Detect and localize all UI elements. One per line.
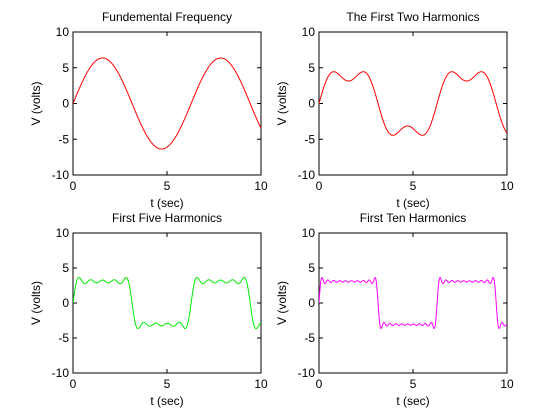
- subplot-grid: 0 5 10 -10 -5 0 5 10 Fundemental Frequency t (sec…: [29, 10, 514, 408]
- chart-4-xtick-label: 10: [500, 377, 514, 391]
- chart-2-xtick-label: 10: [500, 179, 514, 193]
- chart-1-ytick-label: -10: [52, 168, 70, 182]
- chart-2-ylabel: V (volts): [275, 81, 289, 125]
- chart-3-xlabel: t (sec): [150, 394, 183, 408]
- chart-3-xtick-label: 10: [254, 377, 268, 391]
- chart-3-title: First Five Harmonics: [112, 211, 222, 225]
- chart-3-ylabel: V (volts): [29, 281, 43, 325]
- chart-1-ytick-label: 5: [62, 61, 69, 75]
- chart-1-ytick-label: 10: [56, 25, 70, 39]
- chart-3-ytick-label: 10: [56, 226, 70, 240]
- chart-3-axes-box: [72, 232, 262, 374]
- chart-3-xtick-label: 0: [70, 377, 77, 391]
- chart-3-ytick-label: 0: [62, 296, 69, 310]
- chart-1-axes-box: [72, 31, 262, 176]
- chart-1-xtick-label: 10: [254, 179, 268, 193]
- chart-4-ytick-label: 5: [308, 261, 315, 275]
- chart-1-series-1-line: [73, 57, 261, 150]
- chart-2-xtick-label: 0: [316, 179, 323, 193]
- chart-2-xlabel: t (sec): [396, 196, 429, 210]
- chart-2-series-1-line: [319, 71, 507, 136]
- chart-4-ytick-label: 10: [302, 226, 316, 240]
- chart-2-axes-box: [318, 31, 508, 176]
- chart-4-ytick-label: 0: [308, 296, 315, 310]
- chart-1-xtick-label: 0: [70, 179, 77, 193]
- chart-1-xlabel: t (sec): [150, 196, 183, 210]
- chart-2-ytick-label: 10: [302, 25, 316, 39]
- chart-4-xtick-label: 5: [410, 377, 417, 391]
- chart-3-ytick-label: 5: [62, 261, 69, 275]
- chart-3-xtick-label: 5: [164, 377, 171, 391]
- chart-4-ytick-label: -5: [304, 331, 315, 345]
- chart-2-xtick-label: 5: [410, 179, 417, 193]
- chart-1: 0 5 10 -10 -5 0 5 10 Fundemental Frequency t (sec…: [29, 10, 268, 210]
- chart-2: 0 5 10 -10 -5 0 5 10 The First Two Harmonics t (s…: [275, 10, 514, 210]
- chart-1-xtick-label: 5: [164, 179, 171, 193]
- chart-3: 0 5 10 -10 -5 0 5 10 First Five Harmonics t (sec)…: [29, 211, 268, 408]
- chart-4-series-1-line: [319, 276, 507, 330]
- chart-3-ytick-label: -10: [52, 366, 70, 380]
- chart-1-ylabel: V (volts): [29, 81, 43, 125]
- chart-4-title: First Ten Harmonics: [360, 211, 466, 225]
- chart-4: 0 5 10 -10 -5 0 5 10 First Ten Harmonics t (sec) V…: [275, 211, 514, 408]
- chart-2-ytick-label: -10: [298, 168, 316, 182]
- chart-1-ytick-label: 0: [62, 97, 69, 111]
- chart-2-title: The First Two Harmonics: [346, 10, 479, 24]
- chart-2-ytick-label: 0: [308, 97, 315, 111]
- chart-4-axes-box: [318, 232, 508, 374]
- chart-1-ytick-label: -5: [58, 132, 69, 146]
- chart-3-series-1-line: [73, 276, 261, 330]
- chart-4-ytick-label: -10: [298, 366, 316, 380]
- chart-4-xlabel: t (sec): [396, 394, 429, 408]
- chart-2-ytick-label: -5: [304, 132, 315, 146]
- chart-4-xtick-label: 0: [316, 377, 323, 391]
- chart-3-ytick-label: -5: [58, 331, 69, 345]
- chart-4-ylabel: V (volts): [275, 281, 289, 325]
- chart-1-title: Fundemental Frequency: [102, 10, 232, 24]
- chart-2-ytick-label: 5: [308, 61, 315, 75]
